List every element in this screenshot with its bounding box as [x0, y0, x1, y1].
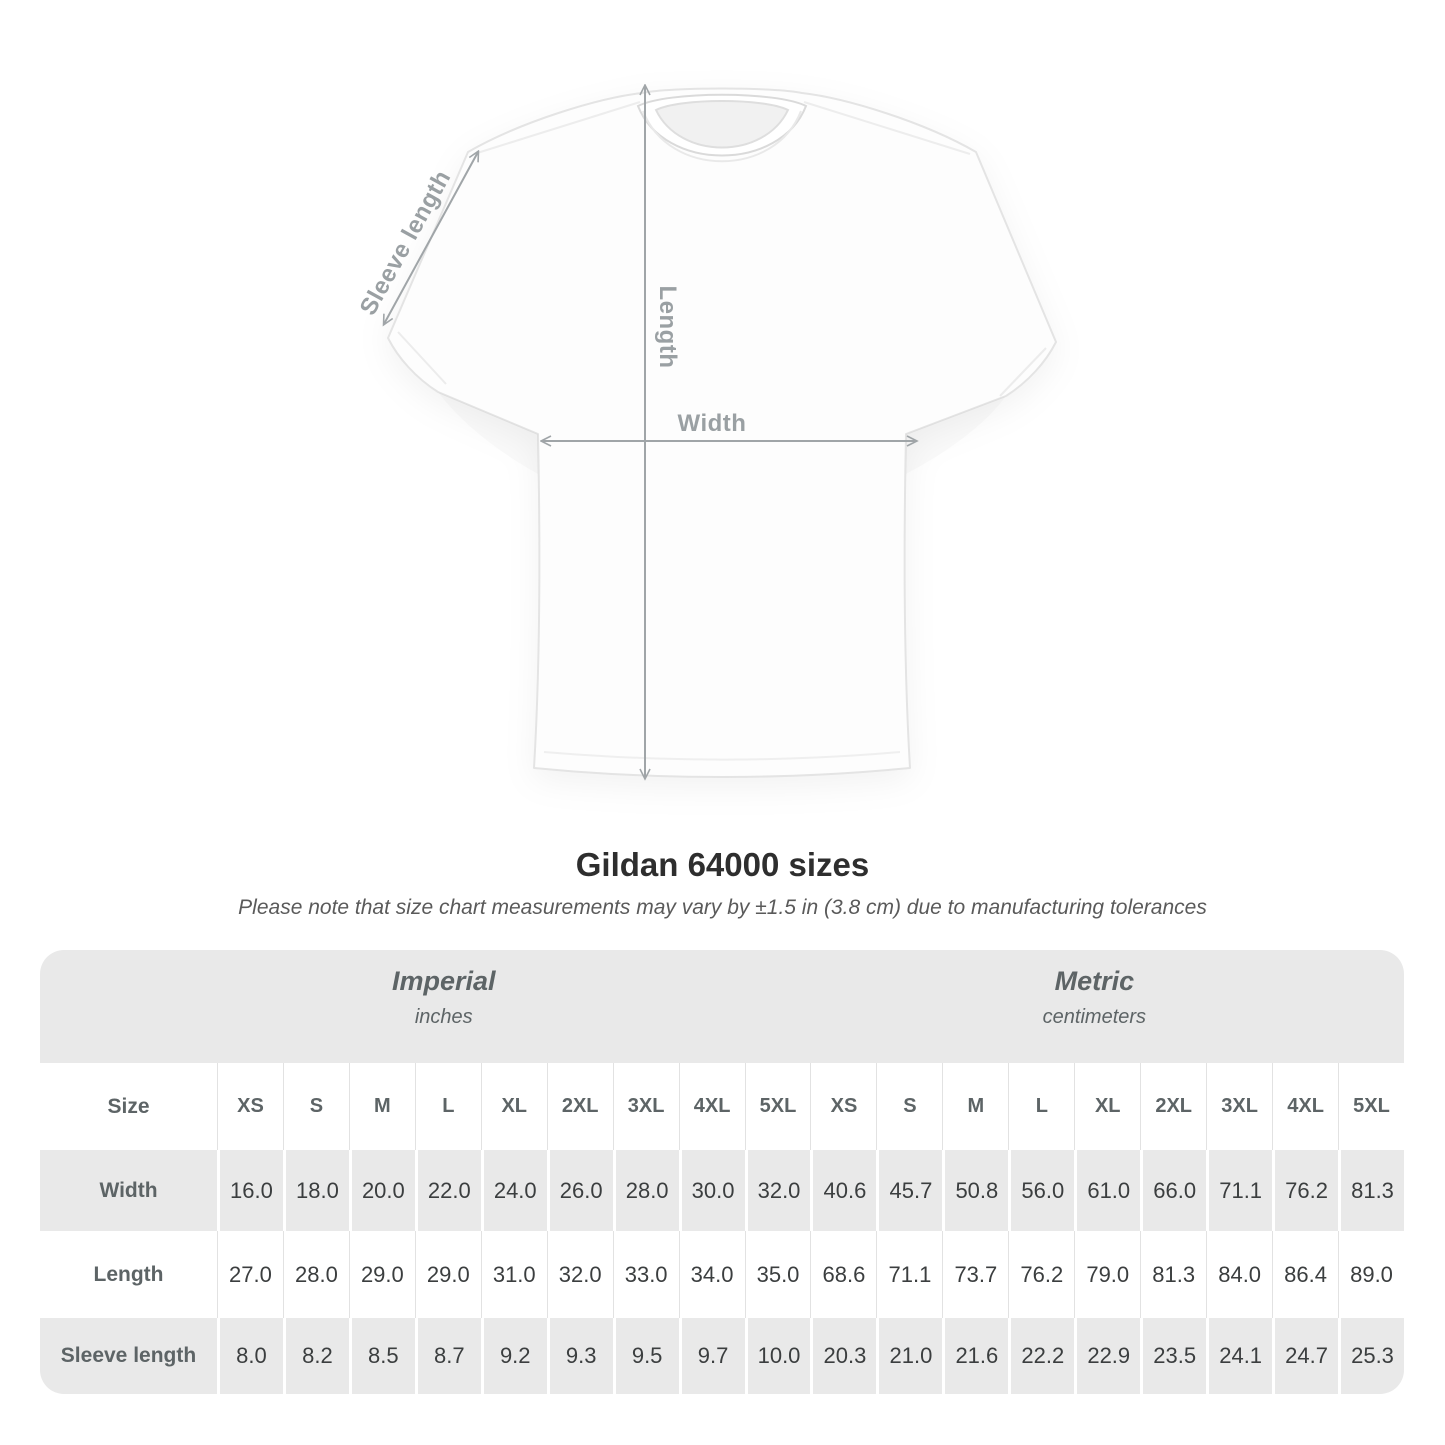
size-header-cell: 5XL [1338, 1063, 1404, 1150]
size-header-cell: 2XL [1140, 1063, 1207, 1150]
metric-group-header: Metric centimeters [1043, 966, 1146, 1029]
tshirt-diagram: Sleeve length Length Width [0, 0, 1057, 830]
size-header-cell: S [876, 1063, 943, 1150]
value-cell: 8.7 [414, 1318, 481, 1394]
width-label: Width [677, 410, 747, 437]
value-cell: 89.0 [1338, 1231, 1404, 1318]
value-cell: 23.5 [1140, 1318, 1207, 1394]
value-cell: 8.0 [217, 1318, 283, 1394]
size-table: Imperial inches Metric centimeters Size X… [40, 950, 1404, 1394]
value-cell: 21.0 [876, 1318, 943, 1394]
value-cell: 28.0 [282, 1231, 349, 1318]
value-cell: 8.5 [348, 1318, 415, 1394]
tolerance-note: Please note that size chart measurements… [238, 896, 1207, 919]
size-header-cell: 4XL [678, 1063, 745, 1150]
value-cell: 79.0 [1074, 1231, 1141, 1318]
value-cell: 24.1 [1206, 1318, 1273, 1394]
value-cell: 68.6 [810, 1231, 877, 1318]
value-cell: 9.2 [480, 1318, 547, 1394]
size-grid: Size XS S M L XL 2XL 3XL 4XL 5XL XS S M L XL 2XL 3XL 4XL 5… [40, 1063, 1404, 1394]
imperial-group-header: Imperial inches [392, 966, 496, 1029]
size-header-cell: M [942, 1063, 1009, 1150]
value-cell: 34.0 [678, 1231, 745, 1318]
value-cell: 32.0 [546, 1231, 613, 1318]
value-cell: 32.0 [744, 1150, 811, 1231]
value-cell: 24.0 [480, 1150, 547, 1231]
value-cell: 20.0 [348, 1150, 415, 1231]
tshirt-body [387, 87, 1057, 778]
size-header-cell: M [348, 1063, 415, 1150]
size-column-header: Size [40, 1063, 217, 1150]
value-cell: 33.0 [612, 1231, 679, 1318]
size-header-cell: 3XL [612, 1063, 679, 1150]
value-cell: 76.2 [1008, 1231, 1075, 1318]
row-label: Length [40, 1231, 217, 1318]
value-cell: 10.0 [744, 1318, 811, 1394]
size-header-cell: 5XL [744, 1063, 811, 1150]
length-label: Length [654, 285, 681, 369]
size-header-cell: XS [217, 1063, 283, 1150]
value-cell: 29.0 [348, 1231, 415, 1318]
row-label: Sleeve length [40, 1318, 217, 1394]
value-cell: 9.5 [612, 1318, 679, 1394]
size-header-cell: 3XL [1206, 1063, 1273, 1150]
size-header-cell: S [282, 1063, 349, 1150]
value-cell: 29.0 [414, 1231, 481, 1318]
value-cell: 22.9 [1074, 1318, 1141, 1394]
value-cell: 24.7 [1272, 1318, 1339, 1394]
value-cell: 81.3 [1338, 1150, 1404, 1231]
page-title: Gildan 64000 sizes [575, 846, 870, 883]
value-cell: 81.3 [1140, 1231, 1207, 1318]
value-cell: 71.1 [876, 1231, 943, 1318]
value-cell: 21.6 [942, 1318, 1009, 1394]
value-cell: 56.0 [1008, 1150, 1075, 1231]
imperial-group-unit: inches [414, 1006, 473, 1028]
measurement-arrows [384, 86, 916, 778]
value-cell: 50.8 [942, 1150, 1009, 1231]
value-cell: 71.1 [1206, 1150, 1273, 1231]
size-header-cell: XS [810, 1063, 877, 1150]
value-cell: 31.0 [480, 1231, 547, 1318]
size-header-cell: L [414, 1063, 481, 1150]
value-cell: 84.0 [1206, 1231, 1273, 1318]
sleeve-length-arrow [384, 152, 478, 324]
value-cell: 45.7 [876, 1150, 943, 1231]
unit-group-header: Imperial inches Metric centimeters [40, 950, 1404, 1063]
value-cell: 35.0 [744, 1231, 811, 1318]
value-cell: 25.3 [1338, 1318, 1404, 1394]
value-cell: 40.6 [810, 1150, 877, 1231]
value-cell: 26.0 [546, 1150, 613, 1231]
imperial-group-title: Imperial [391, 966, 496, 996]
size-header-cell: XL [480, 1063, 547, 1150]
value-cell: 22.0 [414, 1150, 481, 1231]
metric-group-unit: centimeters [1042, 1006, 1147, 1028]
row-label: Width [40, 1150, 217, 1231]
value-cell: 86.4 [1272, 1231, 1339, 1318]
value-cell: 18.0 [282, 1150, 349, 1231]
value-cell: 16.0 [217, 1150, 283, 1231]
size-header-cell: XL [1074, 1063, 1141, 1150]
value-cell: 20.3 [810, 1318, 877, 1394]
size-header-cell: 4XL [1272, 1063, 1339, 1150]
value-cell: 22.2 [1008, 1318, 1075, 1394]
tshirt-image [0, 0, 1057, 830]
value-cell: 9.3 [546, 1318, 613, 1394]
value-cell: 8.2 [282, 1318, 349, 1394]
value-cell: 9.7 [678, 1318, 745, 1394]
value-cell: 76.2 [1272, 1150, 1339, 1231]
value-cell: 28.0 [612, 1150, 679, 1231]
metric-group-title: Metric [1054, 966, 1135, 996]
value-cell: 27.0 [217, 1231, 283, 1318]
value-cell: 73.7 [942, 1231, 1009, 1318]
value-cell: 66.0 [1140, 1150, 1207, 1231]
size-header-cell: 2XL [546, 1063, 613, 1150]
value-cell: 30.0 [678, 1150, 745, 1231]
size-header-cell: L [1008, 1063, 1075, 1150]
value-cell: 61.0 [1074, 1150, 1141, 1231]
